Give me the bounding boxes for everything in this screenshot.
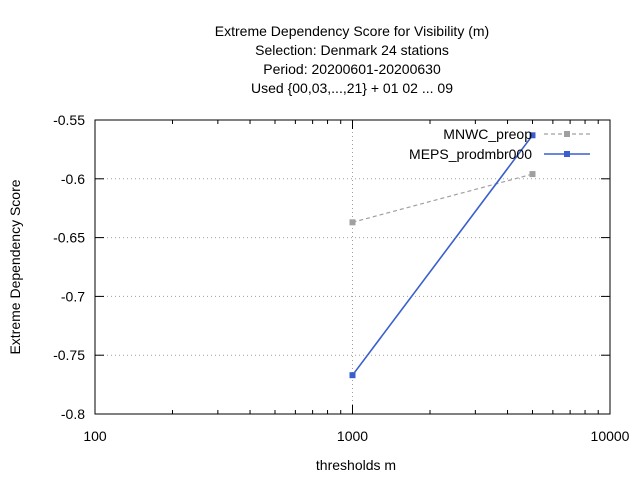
legend-marker-1 bbox=[564, 131, 570, 137]
series-point-2 bbox=[529, 132, 536, 139]
y-tick-label: -0.75 bbox=[53, 347, 85, 363]
chart-title: Extreme Dependency Score for Visibility … bbox=[215, 23, 489, 96]
series-point-1 bbox=[529, 171, 536, 178]
y-tick-label: -0.8 bbox=[61, 406, 85, 422]
legend: MNWC_preop MEPS_prodmbr000 bbox=[409, 126, 590, 162]
x-tick-label: 10000 bbox=[591, 428, 630, 444]
y-tick-label: -0.7 bbox=[61, 288, 85, 304]
axis-ticks: -0.8 -0.75 -0.7 -0.65 -0.6 -0.55 100 1000 10000 bbox=[53, 112, 630, 444]
y-axis-label: Extreme Dependency Score bbox=[7, 179, 23, 354]
y-tick-label: -0.6 bbox=[61, 171, 85, 187]
series-layer bbox=[349, 132, 536, 379]
series-point-2 bbox=[349, 372, 356, 379]
legend-marker-2 bbox=[564, 151, 570, 157]
series-line-2 bbox=[351, 134, 534, 376]
title-line-1: Extreme Dependency Score for Visibility … bbox=[215, 23, 489, 39]
y-tick-label: -0.65 bbox=[53, 230, 85, 246]
plot-frame bbox=[94, 119, 611, 415]
title-line-3: Period: 20200601-20200630 bbox=[263, 61, 441, 77]
legend-label-2: MEPS_prodmbr000 bbox=[409, 146, 532, 162]
x-axis-label: thresholds m bbox=[316, 457, 396, 473]
grid-lines bbox=[95, 120, 610, 414]
y-tick-label: -0.55 bbox=[53, 112, 85, 128]
series-line-1 bbox=[352, 173, 533, 223]
series-point-1 bbox=[349, 219, 356, 226]
legend-label-1: MNWC_preop bbox=[443, 126, 532, 142]
title-line-4: Used {00,03,...,21} + 01 02 ... 09 bbox=[251, 80, 453, 96]
x-tick-label: 1000 bbox=[337, 428, 368, 444]
x-tick-label: 100 bbox=[83, 428, 107, 444]
title-line-2: Selection: Denmark 24 stations bbox=[255, 42, 449, 58]
